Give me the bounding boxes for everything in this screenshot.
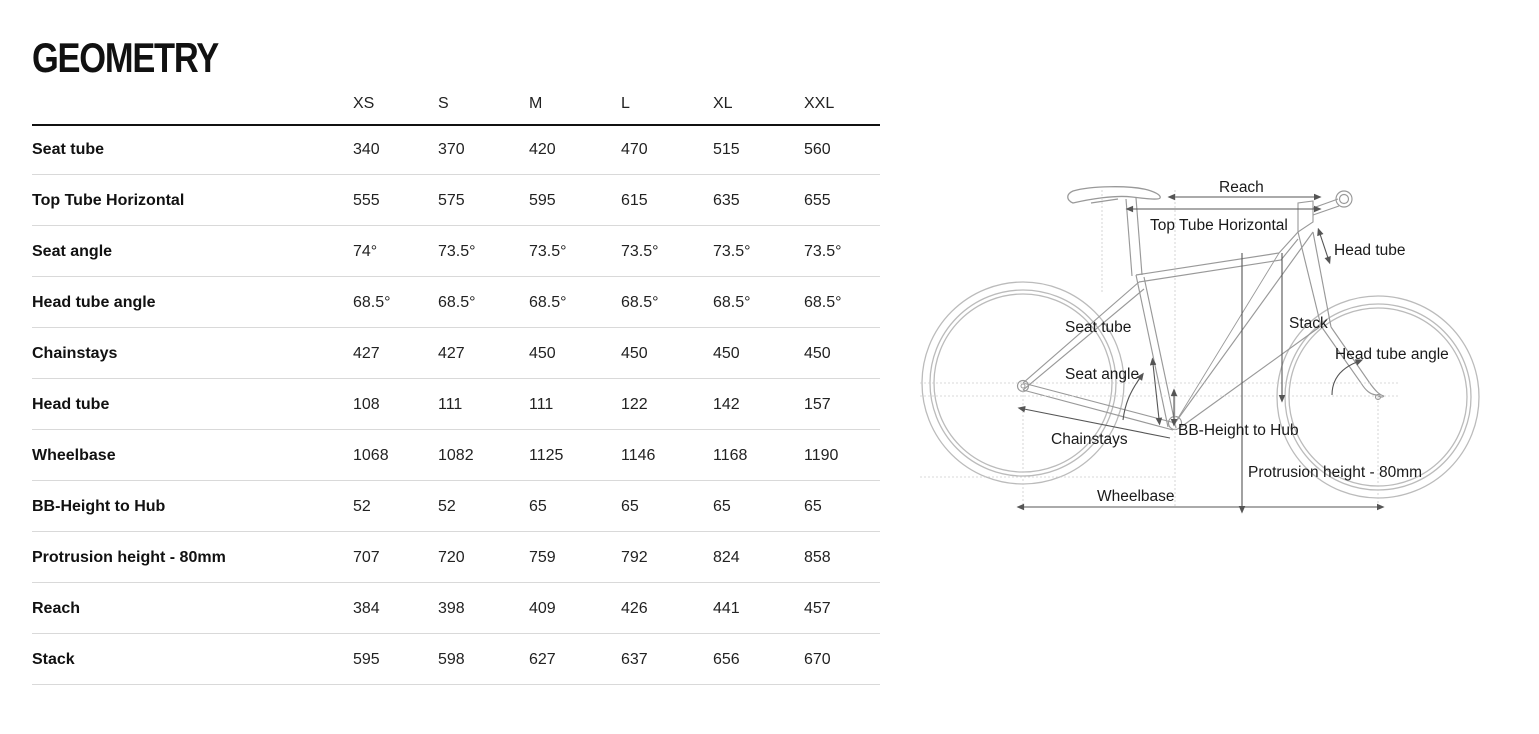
svg-text:Head tube: Head tube (1334, 242, 1406, 259)
svg-text:Head tube angle: Head tube angle (1335, 346, 1449, 363)
svg-text:Seat tube: Seat tube (1065, 319, 1131, 336)
svg-text:Reach: Reach (1219, 179, 1264, 196)
svg-text:Stack: Stack (1289, 315, 1328, 332)
svg-text:Wheelbase: Wheelbase (1097, 488, 1175, 505)
svg-text:Top Tube Horizontal: Top Tube Horizontal (1150, 217, 1288, 234)
svg-text:Seat angle: Seat angle (1065, 366, 1139, 383)
svg-text:Protrusion height - 80mm: Protrusion height - 80mm (1248, 464, 1422, 481)
svg-text:BB-Height to Hub: BB-Height to Hub (1178, 422, 1299, 439)
svg-text:Chainstays: Chainstays (1051, 431, 1128, 448)
